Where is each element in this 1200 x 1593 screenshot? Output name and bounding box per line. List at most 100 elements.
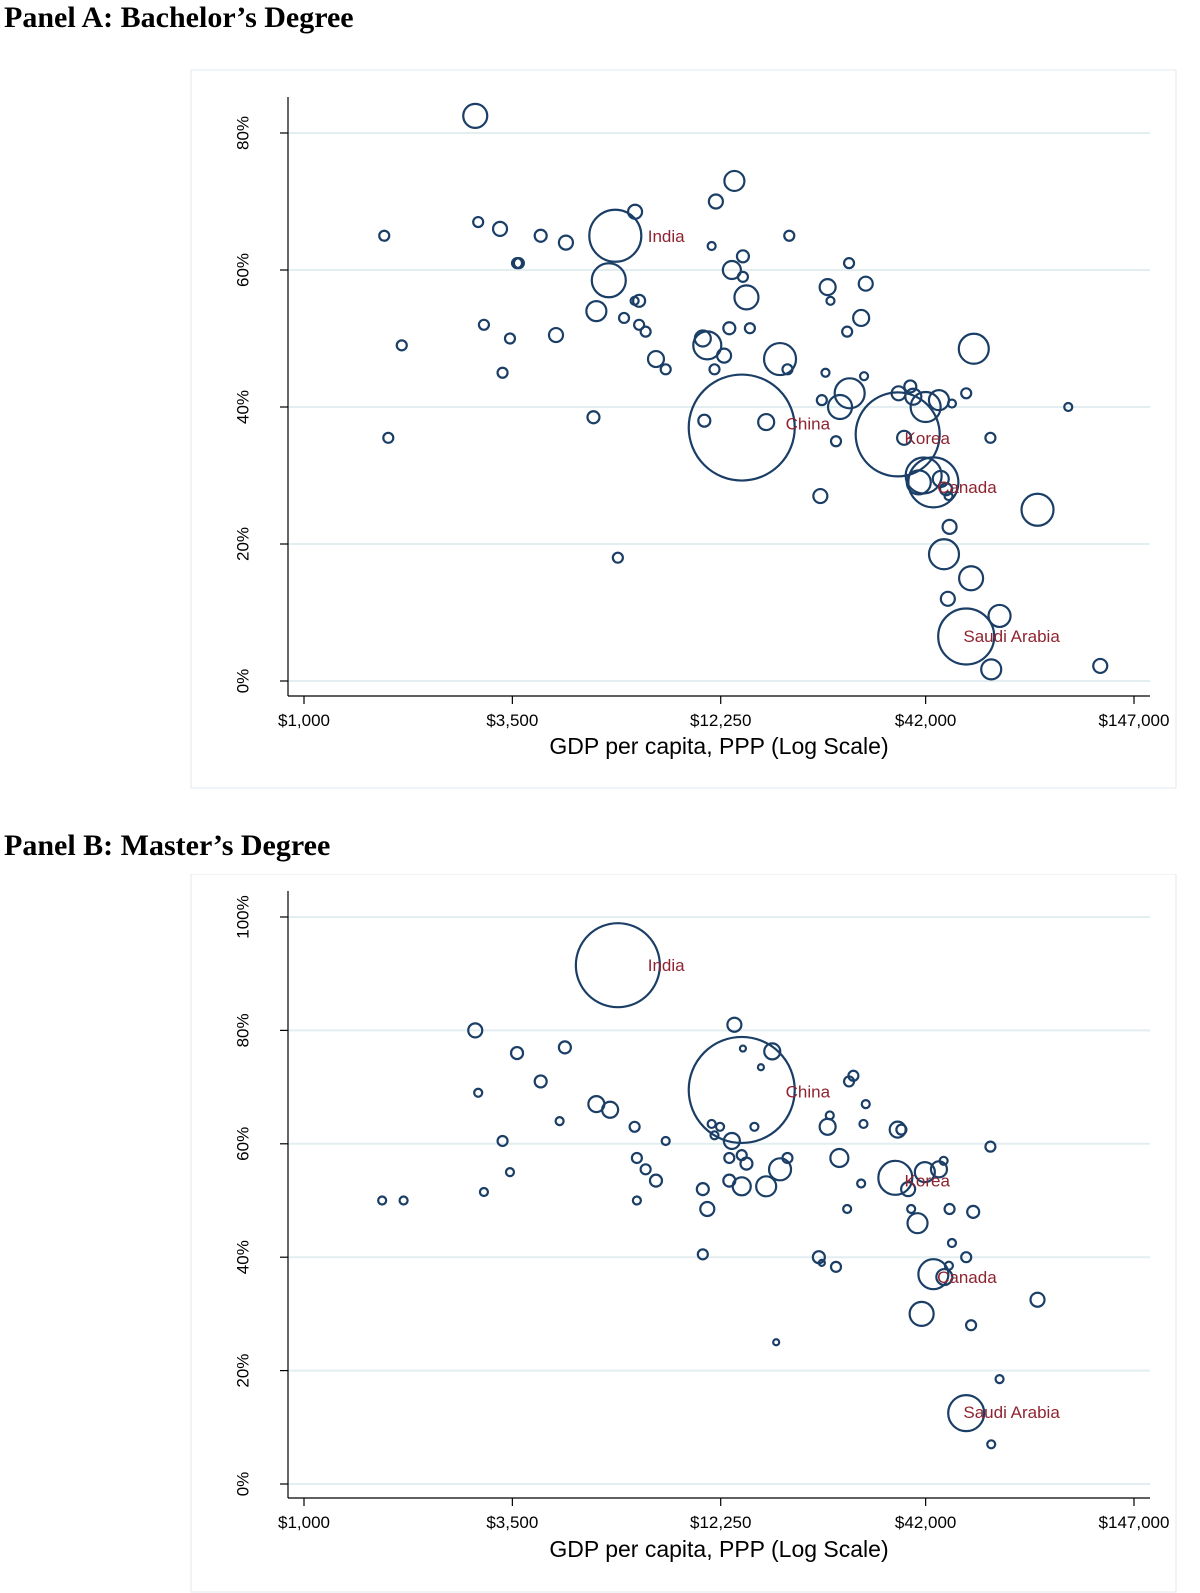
- data-bubble: [907, 456, 960, 509]
- data-bubble: [496, 366, 509, 379]
- data-bubble: [639, 1163, 652, 1176]
- data-bubble: [512, 257, 525, 270]
- data-bubble: [503, 332, 517, 345]
- data-bubble: [757, 412, 776, 432]
- x-ticks: $1,000 $3,500 $12,250 $42,000 $147,000: [278, 696, 1169, 730]
- data-bubble: [829, 1260, 843, 1273]
- data-bubble: [939, 590, 956, 607]
- data-bubble: [695, 1182, 710, 1197]
- data-bubble: [939, 482, 954, 497]
- x-tick-label: $147,000: [1099, 711, 1170, 730]
- data-bubble: [749, 1121, 760, 1132]
- data-bubble: [601, 1100, 620, 1119]
- x-tick-label: $1,000: [278, 1513, 330, 1532]
- data-bubble: [472, 215, 485, 229]
- data-bubble: [1092, 657, 1109, 675]
- data-bubble: [588, 208, 643, 263]
- data-bubble: [706, 240, 717, 252]
- panel-b-subtitle: Master’s Degree: [120, 829, 331, 862]
- data-bubble: [858, 371, 870, 382]
- country-label: India: [648, 227, 685, 246]
- bubbles: [378, 102, 1109, 681]
- data-bubble: [585, 300, 608, 323]
- data-bubble: [714, 1121, 726, 1132]
- data-bubble: [941, 518, 958, 535]
- data-bubble: [504, 1167, 516, 1178]
- data-bubble: [984, 431, 997, 444]
- panel-a-title: Panel A: Bachelor’s Degree: [4, 0, 354, 36]
- data-bubble: [957, 565, 985, 592]
- data-bubble: [818, 278, 837, 297]
- data-bubble: [496, 1134, 509, 1148]
- data-bubble: [699, 1200, 716, 1218]
- x-tick-label: $42,000: [895, 1513, 956, 1532]
- data-bubble: [697, 413, 712, 428]
- data-bubble: [557, 1040, 572, 1055]
- data-bubble: [943, 1202, 956, 1216]
- panel-a-label: Panel A:: [4, 1, 114, 34]
- data-bubble: [854, 391, 941, 478]
- data-bubble: [467, 1022, 484, 1039]
- y-tick-label: 40%: [233, 390, 252, 424]
- country-label: China: [786, 414, 831, 433]
- x-axis-title: GDP per capita, PPP (Log Scale): [549, 733, 888, 759]
- data-bubble: [574, 922, 661, 1009]
- data-bubble: [533, 1074, 548, 1089]
- data-bubble: [987, 603, 1012, 629]
- data-bubble: [783, 229, 796, 242]
- panel-b-title: Panel B: Master’s Degree: [4, 828, 330, 864]
- data-bubble: [687, 1035, 796, 1145]
- data-bubble: [935, 1267, 954, 1287]
- data-bubble: [903, 379, 918, 394]
- country-labels: India China Korea Canada Saudi Arabia: [648, 956, 1061, 1422]
- data-bubble: [632, 293, 647, 308]
- data-bubble: [707, 193, 724, 210]
- y-tick-label: 100%: [233, 895, 252, 938]
- data-bubble: [877, 1159, 914, 1196]
- data-bubble: [687, 373, 796, 482]
- data-bubble: [633, 318, 646, 331]
- data-bubble: [722, 1131, 741, 1151]
- data-bubble: [960, 387, 973, 400]
- y-tick-label: 20%: [233, 1354, 252, 1388]
- data-bubble: [847, 1069, 860, 1082]
- data-bubble: [820, 367, 831, 378]
- data-bubble: [960, 1251, 973, 1264]
- data-bubble: [994, 1374, 1005, 1385]
- data-bubble: [1020, 492, 1055, 527]
- data-bubble: [755, 1175, 778, 1198]
- data-bubble: [736, 270, 750, 283]
- country-label: Canada: [937, 478, 997, 497]
- data-bubble: [738, 1044, 748, 1053]
- data-bubble: [906, 1212, 929, 1235]
- panel-b-label: Panel B:: [4, 829, 114, 862]
- data-bubble: [964, 1319, 978, 1332]
- x-tick-label: $12,250: [690, 1513, 751, 1532]
- data-bubble: [628, 1120, 641, 1133]
- data-bubble: [772, 1338, 781, 1347]
- data-bubble: [743, 322, 757, 335]
- gridlines: [288, 132, 1150, 682]
- data-bubble: [726, 1016, 743, 1033]
- data-bubble: [708, 363, 721, 376]
- country-label: Saudi Arabia: [963, 627, 1060, 646]
- data-bubble: [767, 1157, 793, 1182]
- data-bubble: [630, 1151, 643, 1165]
- data-bubble: [980, 658, 1003, 681]
- data-bubble: [756, 1063, 766, 1072]
- data-bubble: [696, 1248, 709, 1261]
- data-bubble: [733, 284, 760, 311]
- data-bubble: [478, 1186, 490, 1198]
- data-bubble: [477, 318, 491, 331]
- y-tick-label: 80%: [233, 1013, 252, 1047]
- data-bubble: [818, 1117, 837, 1136]
- data-bubble: [611, 551, 624, 564]
- data-bubble: [1029, 1291, 1046, 1308]
- data-bubble: [762, 341, 798, 377]
- x-tick-label: $1,000: [278, 711, 330, 730]
- data-bubble: [904, 387, 923, 406]
- data-bubble: [723, 169, 746, 193]
- y-tick-label: 60%: [233, 1127, 252, 1161]
- x-axis-title: GDP per capita, PPP (Log Scale): [549, 1536, 888, 1562]
- data-bubble: [781, 1151, 794, 1165]
